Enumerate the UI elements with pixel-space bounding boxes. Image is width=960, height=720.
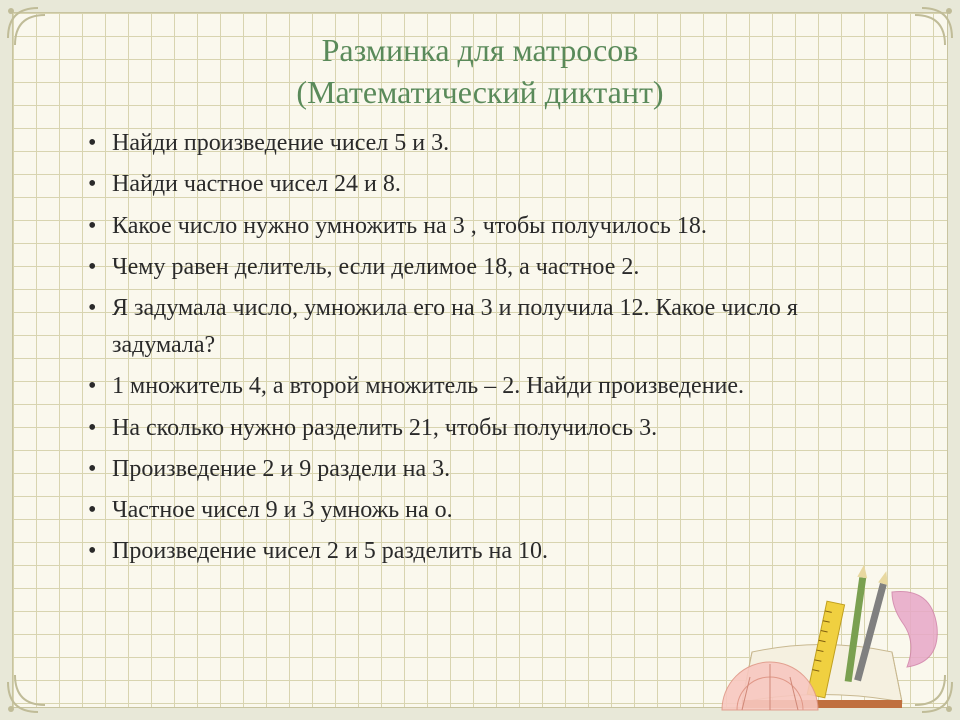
item-text: Какое число нужно умножить на 3 , чтобы … (112, 213, 707, 239)
item-text: Найди частное чисел 24 и 8. (112, 171, 401, 197)
school-supplies-illustration (692, 542, 952, 712)
item-text: Я задумала число, умножила его на 3 и по… (112, 295, 798, 358)
item-text: На сколько нужно разделить 21, чтобы пол… (112, 415, 657, 441)
question-list: Найди произведение чисел 5 и 3. Найди ча… (60, 125, 900, 570)
list-item: Я задумала число, умножила его на 3 и по… (88, 290, 900, 364)
list-item: Найди частное чисел 24 и 8. (88, 166, 900, 203)
list-item: 1 множитель 4, а второй множитель – 2. Н… (88, 368, 900, 405)
item-text: Найди произведение чисел 5 и 3. (112, 130, 449, 156)
list-item: Какое число нужно умножить на 3 , чтобы … (88, 208, 900, 245)
title-line-2: (Математический диктант) (296, 74, 663, 110)
item-text: Частное чисел 9 и 3 умножь на о. (112, 497, 453, 523)
item-text: Чему равен делитель, если делимое 18, а … (112, 254, 639, 280)
list-item: Произведение 2 и 9 раздели на 3. (88, 451, 900, 488)
item-text: Произведение 2 и 9 раздели на 3. (112, 456, 450, 482)
list-item: Чему равен делитель, если делимое 18, а … (88, 249, 900, 286)
list-item: Частное чисел 9 и 3 умножь на о. (88, 492, 900, 529)
item-text: Произведение чисел 2 и 5 разделить на 10… (112, 538, 548, 564)
title-line-1: Разминка для матросов (322, 32, 639, 68)
item-text: 1 множитель 4, а второй множитель – 2. Н… (112, 373, 744, 399)
list-item: Найди произведение чисел 5 и 3. (88, 125, 900, 162)
list-item: На сколько нужно разделить 21, чтобы пол… (88, 410, 900, 447)
slide-title: Разминка для матросов (Математический ди… (60, 30, 900, 113)
slide-content: Разминка для матросов (Математический ди… (60, 30, 900, 574)
